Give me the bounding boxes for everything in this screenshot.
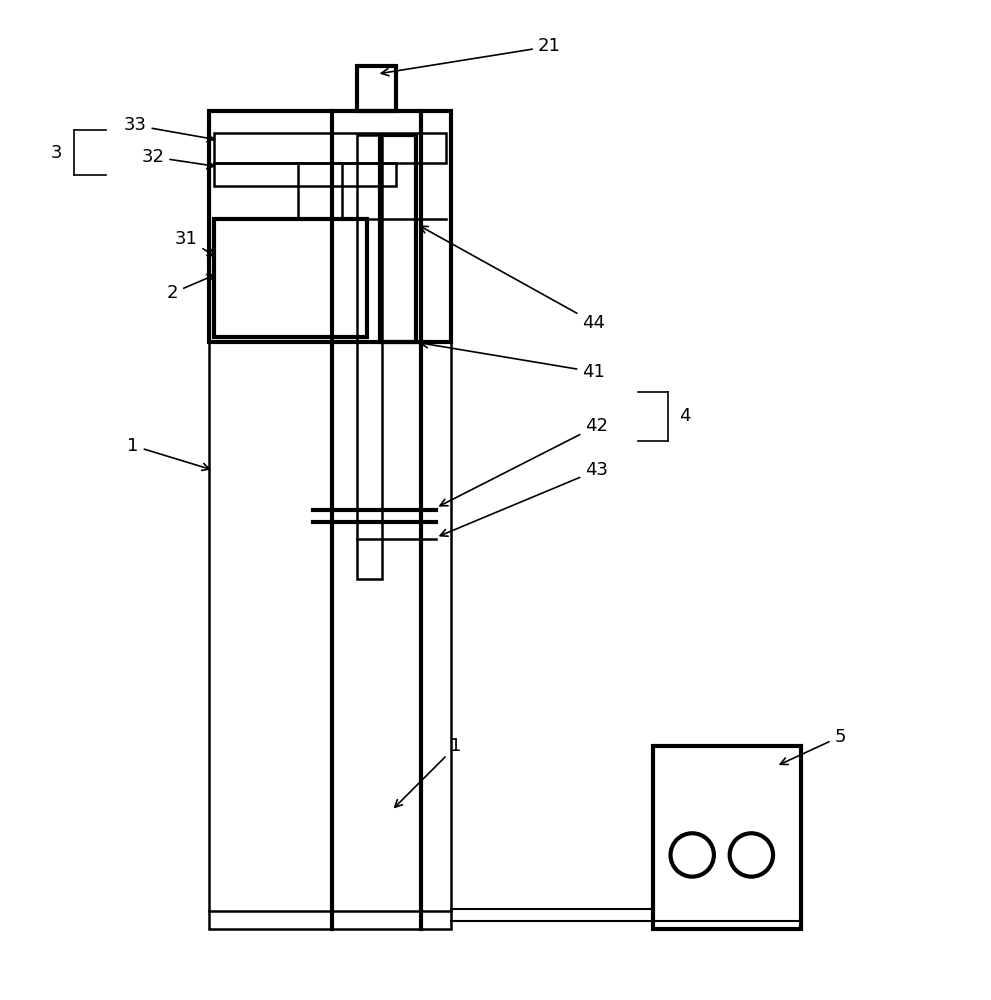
Bar	[209, 111, 451, 929]
Bar	[380, 135, 416, 342]
Text: 32: 32	[142, 148, 214, 169]
Bar	[214, 133, 446, 163]
Bar	[357, 135, 382, 579]
Text: 43: 43	[440, 461, 608, 536]
Bar	[214, 163, 396, 186]
Text: 1: 1	[128, 437, 209, 470]
Text: 42: 42	[440, 417, 608, 506]
Bar	[214, 219, 367, 337]
Text: 1: 1	[394, 737, 461, 807]
Text: 44: 44	[420, 226, 606, 332]
Text: 2: 2	[166, 275, 215, 302]
Text: 5: 5	[780, 728, 846, 765]
Text: 4: 4	[680, 407, 691, 425]
Text: 3: 3	[51, 144, 62, 162]
Text: 21: 21	[382, 37, 561, 76]
Text: 33: 33	[124, 116, 214, 142]
Text: 41: 41	[421, 341, 606, 381]
Bar	[209, 111, 451, 342]
Bar	[357, 66, 396, 111]
Bar	[653, 746, 801, 929]
Text: 31: 31	[175, 230, 215, 256]
